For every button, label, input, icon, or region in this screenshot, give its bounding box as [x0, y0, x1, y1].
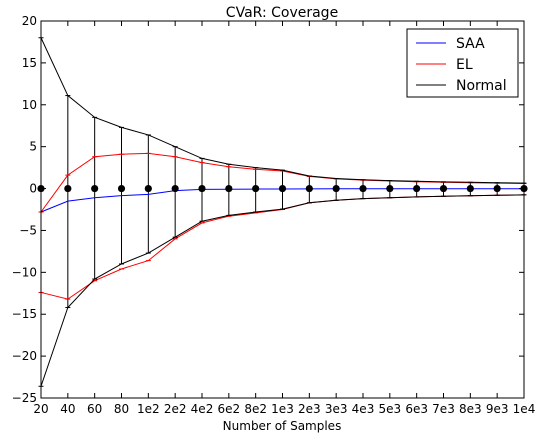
x-tick-label: 8e3 [459, 402, 482, 416]
data-point [144, 184, 152, 193]
x-axis-label: Number of Samples [223, 419, 342, 433]
legend: SAA EL Normal [406, 28, 519, 98]
normal-lower-line [40, 194, 525, 387]
chart-title: CVaR: Coverage [226, 5, 338, 21]
legend-label-el: EL [456, 57, 473, 73]
y-tick-label: 20 [22, 14, 37, 28]
y-tick-label: −15 [12, 307, 37, 321]
legend-box [406, 28, 519, 98]
data-point [359, 184, 367, 193]
data-point [493, 184, 501, 193]
data-point [198, 184, 206, 193]
x-tick-label: 4e3 [352, 402, 375, 416]
data-point [64, 184, 72, 193]
x-tick-label: 3e3 [325, 402, 348, 416]
data-point [117, 184, 126, 193]
y-tick-label: 15 [22, 56, 37, 70]
data-point [278, 184, 287, 193]
legend-label-normal: Normal [456, 78, 507, 94]
x-tick-label: 80 [114, 402, 129, 416]
x-tick-label: 60 [87, 402, 102, 416]
x-tick-label: 40 [60, 402, 75, 416]
data-point [332, 184, 340, 193]
x-tick-label: 4e2 [191, 402, 214, 416]
x-tick-label: 1e3 [271, 402, 294, 416]
legend-label-saa: SAA [456, 36, 485, 52]
y-tick-label: −5 [19, 223, 37, 237]
x-tick-label: 7e3 [432, 402, 455, 416]
x-tick-label: 20 [33, 402, 48, 416]
x-tick-label: 2e3 [298, 402, 321, 416]
y-tick-label: −10 [12, 265, 37, 279]
x-tick-label: 6e3 [405, 402, 428, 416]
data-point [305, 184, 313, 193]
data-point [171, 184, 179, 193]
data-point [466, 184, 474, 193]
data-point [439, 184, 448, 193]
data-point [413, 184, 421, 193]
x-tick-label: 8e2 [244, 402, 267, 416]
el-lower-line [40, 194, 525, 300]
x-tick-label: 9e3 [486, 402, 509, 416]
y-tick-label: 10 [22, 98, 37, 112]
y-tick-label: −20 [12, 349, 37, 363]
x-tick-label: 1e4 [513, 402, 536, 416]
x-tick-label: 1e2 [137, 402, 160, 416]
x-tick-label: 2e2 [164, 402, 187, 416]
y-tick-label: 0 [29, 182, 37, 196]
x-tick-label: 5e3 [379, 402, 402, 416]
x-tick-label: 6e2 [218, 402, 241, 416]
data-point [225, 184, 233, 193]
data-point [252, 184, 260, 193]
y-tick-label: 5 [29, 140, 37, 154]
y-tick-label: −25 [12, 391, 37, 405]
data-point [386, 184, 394, 193]
data-point [91, 184, 99, 193]
